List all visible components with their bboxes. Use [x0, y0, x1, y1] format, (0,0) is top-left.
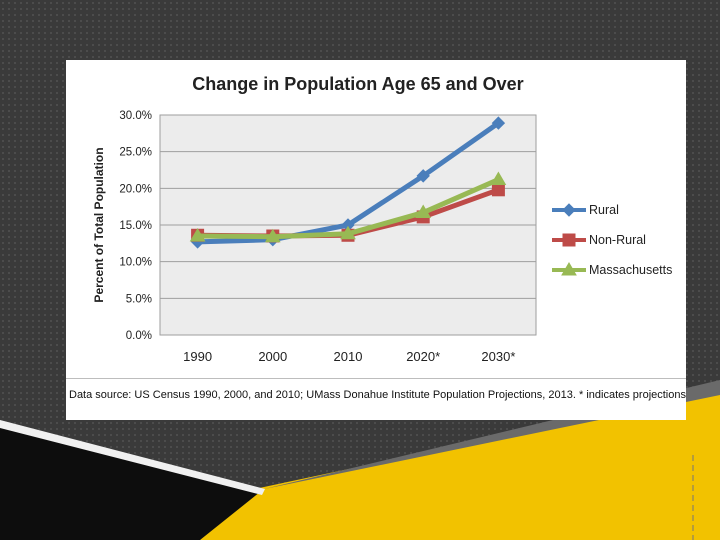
series-lines	[189, 116, 507, 249]
y-tick-label: 30.0%	[119, 110, 152, 122]
y-tick-label: 15.0%	[119, 220, 152, 232]
legend-item-rural: Rural	[552, 203, 619, 217]
legend-marker	[562, 203, 576, 217]
data-point-massachusetts	[415, 204, 432, 219]
data-point-rural	[416, 169, 430, 183]
x-tick-label: 2000	[258, 349, 287, 364]
legend-label: Non-Rural	[589, 233, 646, 247]
y-tick-label: 5.0%	[126, 293, 152, 305]
x-tick-label: 2010	[334, 349, 363, 364]
data-point-massachusetts	[189, 228, 206, 242]
source-note: Data source: US Census 1990, 2000, and 2…	[69, 389, 686, 401]
black-wedge-shape	[0, 425, 260, 540]
y-tick-label: 20.0%	[119, 183, 152, 195]
y-axis-title: Percent of Total Population	[92, 147, 106, 302]
white-stripe-shape	[0, 420, 265, 495]
x-tick-label: 2030*	[481, 349, 515, 364]
chart-title: Change in Population Age 65 and Over	[192, 74, 524, 94]
data-point-rural	[491, 116, 506, 130]
y-axis-ticks: 0.0% 5.0% 10.0% 15.0% 20.0% 25.0% 30.0%	[119, 110, 152, 342]
legend-item-non-rural: Non-Rural	[552, 233, 646, 247]
x-tick-label: 1990	[183, 349, 212, 364]
data-point-massachusetts	[340, 225, 356, 240]
y-tick-label: 25.0%	[119, 147, 152, 159]
x-axis-ticks: 1990 2000 2010 2020* 2030*	[183, 349, 515, 364]
y-tick-label: 10.0%	[119, 257, 152, 269]
source-divider	[66, 378, 686, 379]
yellow-accent-shape	[200, 390, 720, 540]
legend-marker	[561, 262, 577, 276]
legend-label: Massachusetts	[589, 263, 672, 277]
chart-panel: Change in Population Age 65 and Over 0.0…	[66, 60, 686, 420]
y-tick-label: 0.0%	[126, 330, 152, 342]
line-chart: 0.0% 5.0% 10.0% 15.0% 20.0% 25.0% 30.0% 1990 20…	[92, 110, 672, 364]
series-massachusetts	[189, 171, 507, 243]
data-point-massachusetts	[490, 171, 507, 186]
data-point-non-rural	[491, 183, 505, 197]
legend-label: Rural	[589, 203, 619, 217]
legend: Rural Non-Rural Massachusetts	[552, 203, 672, 277]
data-point-massachusetts	[264, 228, 281, 243]
x-tick-label: 2020*	[406, 349, 440, 364]
legend-marker	[562, 233, 576, 247]
legend-item-massachusetts: Massachusetts	[552, 262, 672, 277]
